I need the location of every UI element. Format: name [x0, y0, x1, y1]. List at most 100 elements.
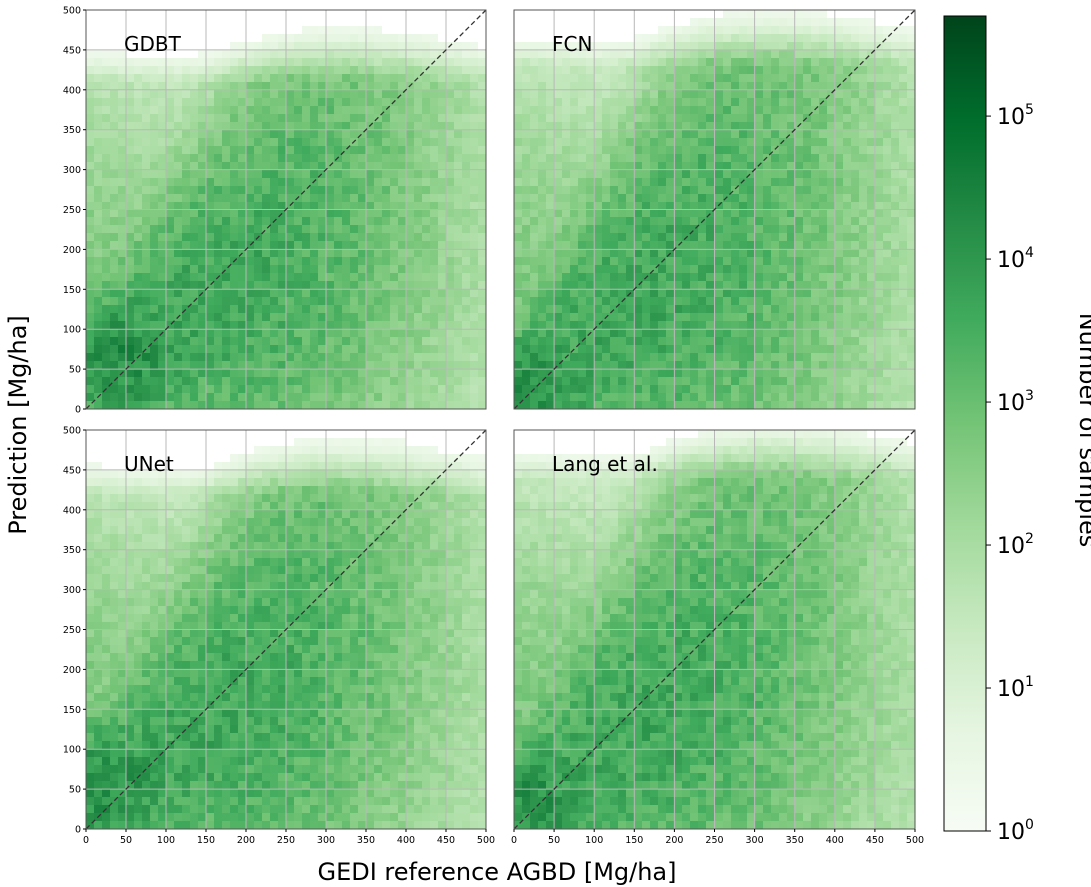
density-cell: [554, 106, 562, 114]
density-cell: [835, 74, 843, 82]
density-cell: [462, 369, 470, 377]
density-cell: [594, 122, 602, 130]
density-cell: [771, 10, 779, 18]
density-cell: [86, 741, 94, 749]
density-cell: [899, 305, 907, 313]
density-cell: [795, 233, 803, 241]
density-cell: [94, 401, 102, 409]
density-cell: [827, 18, 835, 26]
density-cell: [538, 74, 546, 82]
density-cell: [795, 361, 803, 369]
density-cell: [286, 369, 294, 377]
density-cell: [514, 265, 522, 273]
density-cell: [803, 162, 811, 170]
density-cell: [578, 313, 586, 321]
density-cell: [851, 241, 859, 249]
density-cell: [747, 401, 755, 409]
density-cell: [214, 297, 222, 305]
density-cell: [538, 337, 546, 345]
density-cell: [779, 369, 787, 377]
density-cell: [779, 361, 787, 369]
density-cell: [374, 66, 382, 74]
density-cell: [690, 178, 698, 186]
density-cell: [530, 345, 538, 353]
density-cell: [446, 106, 454, 114]
density-cell: [222, 162, 230, 170]
density-cell: [610, 202, 618, 210]
density-cell: [787, 393, 795, 401]
density-cell: [570, 154, 578, 162]
density-cell: [578, 82, 586, 90]
density-cell: [883, 401, 891, 409]
density-cell: [462, 138, 470, 146]
density-cell: [610, 106, 618, 114]
density-cell: [851, 210, 859, 217]
density-cell: [570, 233, 578, 241]
density-cell: [430, 106, 438, 114]
density-cell: [666, 42, 674, 50]
density-cell: [682, 90, 690, 98]
density-cell: [771, 305, 779, 313]
density-cell: [827, 273, 835, 281]
density-cell: [779, 265, 787, 273]
density-cell: [570, 90, 578, 98]
density-cell: [126, 217, 134, 225]
density-cell: [110, 273, 118, 281]
density-cell: [446, 305, 454, 313]
density-cell: [578, 217, 586, 225]
density-cell: [198, 178, 206, 186]
density-cell: [610, 178, 618, 186]
density-cell: [618, 90, 626, 98]
density-cell: [674, 329, 682, 337]
density-cell: [470, 217, 478, 225]
density-cell: [398, 249, 406, 257]
density-cell: [438, 138, 446, 146]
density-cell: [666, 98, 674, 106]
density-cell: [586, 257, 594, 265]
density-cell: [610, 138, 618, 146]
density-cell: [578, 265, 586, 273]
density-cell: [803, 66, 811, 74]
density-cell: [530, 249, 538, 257]
density-cell: [674, 154, 682, 162]
density-cell: [422, 194, 430, 202]
density-cell: [682, 361, 690, 369]
density-cell: [586, 58, 594, 66]
density-cell: [334, 74, 342, 82]
density-cell: [174, 98, 182, 106]
density-cell: [270, 130, 278, 138]
density-cell: [286, 58, 294, 66]
density-cell: [867, 353, 875, 361]
density-cell: [102, 273, 110, 281]
density-cell: [446, 138, 454, 146]
density-cell: [342, 289, 350, 297]
density-cell: [715, 154, 723, 162]
density-cell: [706, 34, 715, 42]
density-cell: [835, 138, 843, 146]
density-cell: [350, 353, 358, 361]
density-cell: [214, 66, 222, 74]
density-cell: [642, 281, 650, 289]
density-cell: [538, 210, 546, 217]
density-cell: [811, 50, 819, 58]
density-cell: [875, 146, 883, 154]
density-cell: [658, 217, 666, 225]
density-cell: [310, 210, 318, 217]
density-cell: [562, 154, 570, 162]
density-cell: [118, 353, 126, 361]
density-cell: [803, 90, 811, 98]
density-cell: [634, 50, 642, 58]
density-cell: [238, 138, 246, 146]
density-cell: [706, 233, 715, 241]
density-cell: [318, 202, 326, 210]
density-cell: [731, 50, 739, 58]
density-cell: [658, 154, 666, 162]
density-cell: [390, 305, 398, 313]
density-cell: [674, 130, 682, 138]
density-cell: [899, 369, 907, 377]
density-cell: [294, 305, 302, 313]
density-cell: [626, 130, 634, 138]
density-cell: [438, 58, 446, 66]
density-cell: [190, 385, 198, 393]
density-cell: [438, 90, 446, 98]
